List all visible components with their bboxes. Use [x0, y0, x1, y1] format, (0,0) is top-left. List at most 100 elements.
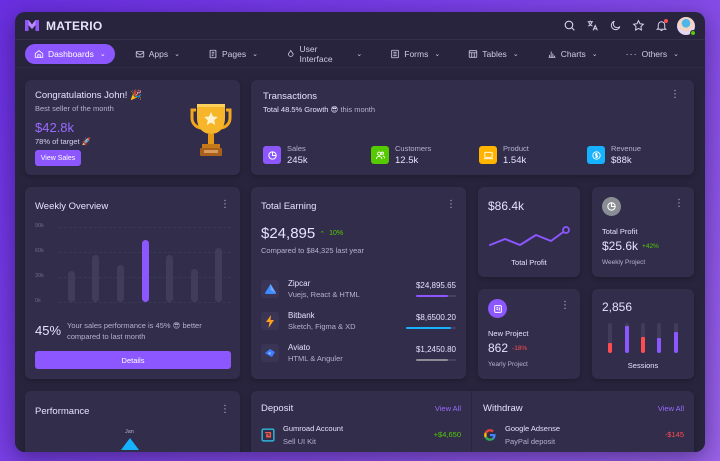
nav-apps[interactable]: Apps ⌄: [127, 44, 188, 64]
withdraw-title: Withdraw: [483, 403, 523, 414]
progress-bar: [416, 295, 456, 297]
chart-bar[interactable]: [92, 254, 100, 302]
sessions-value: 2,856: [602, 300, 633, 314]
earning-sub: Sketch, Figma & XD: [288, 322, 356, 331]
earning-change: 10%: [329, 230, 344, 237]
more-icon: ···: [625, 48, 638, 59]
chevron-down-icon: ⌄: [434, 50, 441, 58]
withdraw-item-sub: PayPal deposit: [505, 437, 556, 446]
chevron-down-icon: ⌄: [512, 50, 519, 58]
chart-bar[interactable]: [166, 254, 174, 302]
performance-card: Performance ⋮ Jan: [25, 391, 240, 452]
new-project-card: ⋮ New Project 862 -18% Yearly Project: [478, 289, 580, 379]
nav-label: Charts: [560, 48, 586, 59]
mail-icon: [135, 50, 144, 57]
pie-chart-icon: [263, 146, 281, 164]
earning-summary: $24,895 ⌃ 10%: [261, 225, 343, 242]
session-bar-fill: [624, 326, 629, 353]
more-options-icon[interactable]: ⋮: [560, 300, 570, 311]
new-project-title: New Project: [488, 329, 529, 338]
more-options-icon[interactable]: ⋮: [674, 198, 684, 209]
more-options-icon[interactable]: ⋮: [220, 199, 230, 210]
radar-chart-shape: [121, 438, 139, 450]
performance-title: Performance: [35, 406, 90, 417]
dashboard-content: Congratulations John! 🎉 Best seller of t…: [15, 69, 705, 452]
nav-label: Apps: [148, 48, 169, 59]
profit-weekly-title: Total Profit: [602, 227, 638, 236]
new-project-change: -18%: [512, 344, 528, 352]
search-icon[interactable]: [562, 19, 576, 33]
nav-tables[interactable]: Tables ⌄: [460, 44, 526, 64]
nav-forms[interactable]: Forms ⌄: [382, 44, 448, 64]
new-project-values: 862 -18%: [488, 341, 527, 355]
session-bar-fill: [608, 342, 613, 353]
notification-icon[interactable]: [654, 18, 668, 33]
notification-badge: [664, 18, 668, 23]
user-avatar[interactable]: [677, 16, 696, 36]
stat-label: Revenue: [611, 144, 642, 153]
bitbank-logo-icon: [261, 312, 279, 330]
chart-bar[interactable]: [67, 271, 75, 302]
file-icon: [209, 49, 217, 58]
more-options-icon[interactable]: ⋮: [220, 404, 230, 415]
view-sales-button[interactable]: View Sales: [35, 150, 81, 166]
details-button[interactable]: Details: [35, 351, 231, 369]
laptop-icon: [479, 146, 497, 164]
nav-pages[interactable]: Pages ⌄: [200, 44, 266, 64]
project-icon: [488, 299, 507, 318]
session-bar-track: [673, 323, 678, 353]
drop-icon: [287, 49, 294, 57]
profit-weekly-change: +42%: [642, 242, 659, 250]
nav-dashboards[interactable]: Dashboards ⌄: [25, 43, 115, 64]
stat-label: Product: [503, 144, 529, 153]
earning-item-amount: $24,895.65: [415, 281, 456, 290]
chevron-down-icon: ⌄: [673, 50, 679, 58]
radar-axis-label: Jan: [125, 429, 134, 435]
withdraw-item-name: Google Adsense: [505, 424, 561, 433]
congrats-subtitle: Best seller of the month: [35, 104, 114, 113]
stat-value: $88k: [611, 155, 632, 166]
chart-bar[interactable]: [141, 239, 149, 302]
congrats-amount: $42.8k: [35, 120, 75, 135]
trophy-icon: [190, 104, 232, 156]
chart-bar[interactable]: [190, 268, 198, 302]
chart-icon: [548, 51, 556, 58]
app-name: MATERIO: [46, 18, 103, 33]
stat-value: 1.54k: [503, 155, 527, 166]
earning-item-amount: $8,6500.20: [415, 313, 456, 322]
nav-charts[interactable]: Charts ⌄: [539, 44, 606, 64]
withdraw-view-all-link[interactable]: View All: [657, 404, 684, 413]
chevron-down-icon: ⌄: [252, 50, 258, 58]
earning-sub: Vuejs, React & HTML: [288, 290, 360, 299]
chart-bar[interactable]: [215, 247, 223, 302]
deposit-item-amount: +$4,650: [433, 430, 461, 439]
deposit-item-sub: Sell UI Kit: [283, 437, 316, 446]
app-logo[interactable]: MATERIO: [25, 19, 103, 33]
congrats-target: 78% of target 🚀: [35, 137, 92, 146]
weekly-title: Weekly Overview: [35, 201, 109, 212]
chart-bar[interactable]: [116, 264, 124, 302]
deposit-view-all-link[interactable]: View All: [434, 404, 461, 413]
more-options-icon[interactable]: ⋮: [446, 199, 456, 210]
stat-product: Product 1.54k: [479, 144, 529, 166]
profit-weekly-sub: Weekly Project: [602, 259, 646, 266]
session-bar-track: [657, 323, 662, 353]
nav-user-interface[interactable]: User Interface ⌄: [278, 44, 370, 64]
profit-weekly-value: $25.6k: [602, 239, 639, 253]
nav-others[interactable]: ··· Others ⌄: [618, 44, 687, 64]
online-status-dot: [690, 29, 696, 36]
weekly-overview-card: Weekly Overview ⋮ 0k 30k 60k 90k 45% Your s…: [25, 187, 240, 379]
congrats-card: Congratulations John! 🎉 Best seller of t…: [25, 80, 240, 175]
total-earning-card: Total Earning ⋮ $24,895 ⌃ 10% Compared t…: [251, 187, 466, 379]
sessions-label: Sessions: [627, 361, 659, 370]
theme-toggle-icon[interactable]: [608, 19, 622, 33]
more-options-icon[interactable]: ⋮: [670, 89, 680, 100]
gumroad-logo-icon: [261, 428, 275, 447]
translate-icon[interactable]: [585, 19, 599, 33]
y-axis-tick: 30k: [35, 273, 44, 279]
deposit-section: Deposit View All Gumroad Account Sell UI…: [251, 391, 472, 452]
nav-label: Tables: [482, 48, 507, 59]
sessions-bar-chart: [602, 323, 684, 353]
chevron-down-icon: ⌄: [356, 50, 363, 58]
star-icon[interactable]: [631, 19, 645, 33]
